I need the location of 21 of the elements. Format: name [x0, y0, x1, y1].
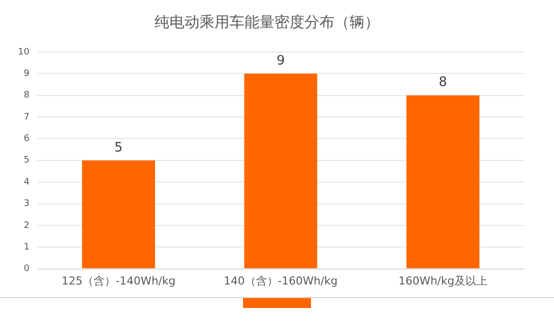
data-label: 5 — [114, 140, 123, 156]
y-tick-label: 4 — [24, 177, 30, 188]
y-tick-label: 7 — [24, 112, 30, 122]
bar — [82, 160, 156, 268]
y-tick-label: 1 — [24, 242, 30, 252]
chart-title: 纯电动乘用车能量密度分布（辆） — [154, 12, 380, 31]
data-label: 9 — [276, 54, 285, 69]
data-label: 8 — [438, 75, 448, 90]
x-tick-label: 140（含）-160Wh/kg — [224, 274, 338, 288]
y-tick-label: 0 — [24, 264, 30, 274]
y-tick-label: 6 — [24, 134, 30, 144]
y-tick-label: 2 — [24, 220, 30, 231]
x-tick-label: 160Wh/kg及以上 — [398, 274, 488, 288]
y-tick-label: 8 — [24, 90, 30, 101]
bar — [244, 74, 318, 268]
y-tick-label: 3 — [24, 199, 30, 210]
bar — [406, 95, 480, 268]
x-tick-label: 125（含）-140Wh/kg — [62, 274, 176, 288]
y-tick-label: 9 — [24, 69, 30, 80]
y-tick-label: 5 — [24, 156, 30, 166]
y-tick-label: 10 — [18, 47, 30, 58]
